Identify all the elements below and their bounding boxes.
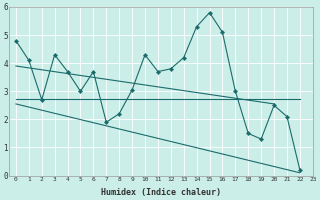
X-axis label: Humidex (Indice chaleur): Humidex (Indice chaleur) <box>101 188 221 197</box>
